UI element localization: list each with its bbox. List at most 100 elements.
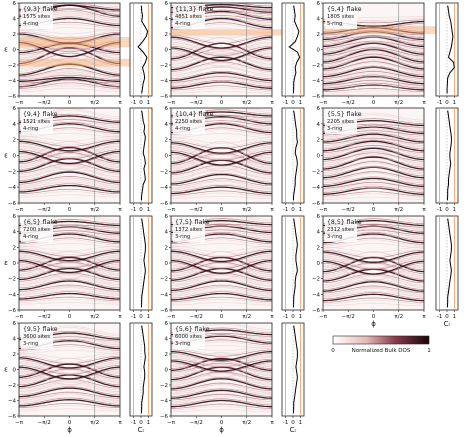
band-curve-1 [19, 380, 120, 392]
band-group [19, 216, 120, 305]
band-curve-2 [19, 374, 120, 388]
band-curve-4 [171, 255, 272, 264]
band-curve-4 [323, 53, 424, 64]
panel-sites: 1575 sites [23, 14, 50, 20]
dos-tick-label: -1 [437, 100, 442, 106]
band-curve-5 [171, 142, 272, 154]
y-tick-label: 6 [317, 106, 321, 112]
band-curve-1 [19, 76, 120, 82]
label-box [173, 324, 205, 349]
x-tick-label: π/2 [242, 420, 251, 426]
band-curve-3 [323, 56, 424, 70]
dos-tick-label: 1 [453, 207, 457, 213]
band-curve-4 [323, 255, 424, 265]
x-tick-label: π/2 [394, 207, 403, 213]
band-curve-5 [171, 41, 272, 55]
band-curve-0 [19, 292, 120, 300]
band-curve-4 [19, 150, 120, 165]
band-curve-2 [323, 172, 424, 182]
band-curve-4 [171, 49, 272, 62]
band-curve-2 [171, 153, 272, 169]
band-curve-0 [171, 409, 272, 413]
band-curve-4 [323, 157, 424, 166]
band-curve-5 [323, 246, 424, 253]
band-curve-2 [171, 384, 272, 393]
band-curve-2 [171, 388, 272, 395]
x-tick-label: π [422, 100, 426, 106]
dos-tick-label: 0 [139, 100, 143, 106]
x-tick-label: −π/2 [38, 207, 51, 213]
band-curve-1 [171, 173, 272, 185]
panel-3 [17, 107, 153, 205]
y-tick-label: 6 [317, 1, 321, 7]
band-curve-5 [171, 140, 272, 150]
band-curve-4 [171, 45, 272, 57]
panel-ring: 3-ring [175, 341, 190, 347]
band-curve-6 [171, 353, 272, 362]
band-curve-0 [323, 293, 424, 302]
band-curve-6 [171, 351, 272, 361]
y-tick-label: 4 [165, 337, 169, 343]
band-curve-2 [171, 66, 272, 76]
y-tick-label: −6 [312, 94, 321, 100]
panel-sites: 1521 sites [23, 119, 50, 125]
band-curve-1 [323, 281, 424, 292]
y-tick-label: −2 [312, 63, 320, 69]
dos-tick-label: -1 [283, 420, 288, 426]
band-curve-1 [19, 171, 120, 184]
band-curve-0 [19, 84, 120, 91]
colorbar [332, 335, 430, 345]
band-curve-1 [323, 187, 424, 192]
y-tick-label: 6 [317, 214, 321, 220]
band-curve-1 [323, 287, 424, 295]
band-curve-6 [171, 129, 272, 137]
x-tick-label: −π/2 [190, 420, 203, 426]
band-curve-2 [19, 68, 120, 78]
band-curve-4 [171, 265, 272, 280]
x-tick-label: 0 [372, 100, 376, 106]
x-tick-label: π/2 [90, 314, 99, 320]
panel-sites: 1805 sites [327, 14, 354, 20]
y-tick-label: 2 [13, 352, 17, 358]
x-tick-label: π [118, 100, 122, 106]
panel-title: {9,5} flake [23, 326, 58, 333]
band-curve-4 [171, 151, 272, 166]
y-tick-label: 4 [13, 230, 17, 236]
band-curve-1 [19, 397, 120, 403]
band-curve-5 [323, 52, 424, 60]
band-curve-0 [323, 297, 424, 303]
band-curve-4 [19, 259, 120, 274]
band-curve-6 [171, 347, 272, 355]
band-curve-1 [171, 78, 272, 85]
x-axis-label: ϕ [371, 320, 376, 328]
y-tick-label: −6 [8, 308, 17, 314]
band-curve-5 [19, 357, 120, 369]
label-box [21, 217, 53, 242]
band-curve-7 [323, 135, 424, 139]
band-curve-4 [323, 48, 424, 63]
band-curve-6 [323, 46, 424, 52]
dos-tick-label: 1 [299, 314, 303, 320]
x-tick-label: π/2 [90, 207, 99, 213]
band-curve-2 [19, 57, 120, 71]
band-curve-3 [323, 51, 424, 66]
band-curve-3 [323, 155, 424, 168]
band-curve-2 [323, 160, 424, 173]
band-curve-4 [171, 362, 272, 373]
band-curve-0 [171, 190, 272, 196]
band-curve-5 [19, 139, 120, 147]
band-curve-0 [19, 302, 120, 305]
x-tick-label: 0 [68, 207, 72, 213]
band-curve-1 [171, 183, 272, 190]
band-curve-4 [171, 258, 272, 269]
y-tick-label: 4 [13, 122, 17, 128]
dos-tick-label: 1 [147, 100, 151, 106]
dos-curve [446, 110, 452, 201]
band-curve-4 [19, 52, 120, 59]
band-curve-2 [19, 73, 120, 81]
band-curve-0 [19, 298, 120, 303]
y-tick-label: 6 [13, 1, 17, 7]
y-axis-label: ε [4, 366, 8, 374]
y-tick-label: 2 [165, 138, 169, 144]
band-curve-5 [323, 256, 424, 270]
